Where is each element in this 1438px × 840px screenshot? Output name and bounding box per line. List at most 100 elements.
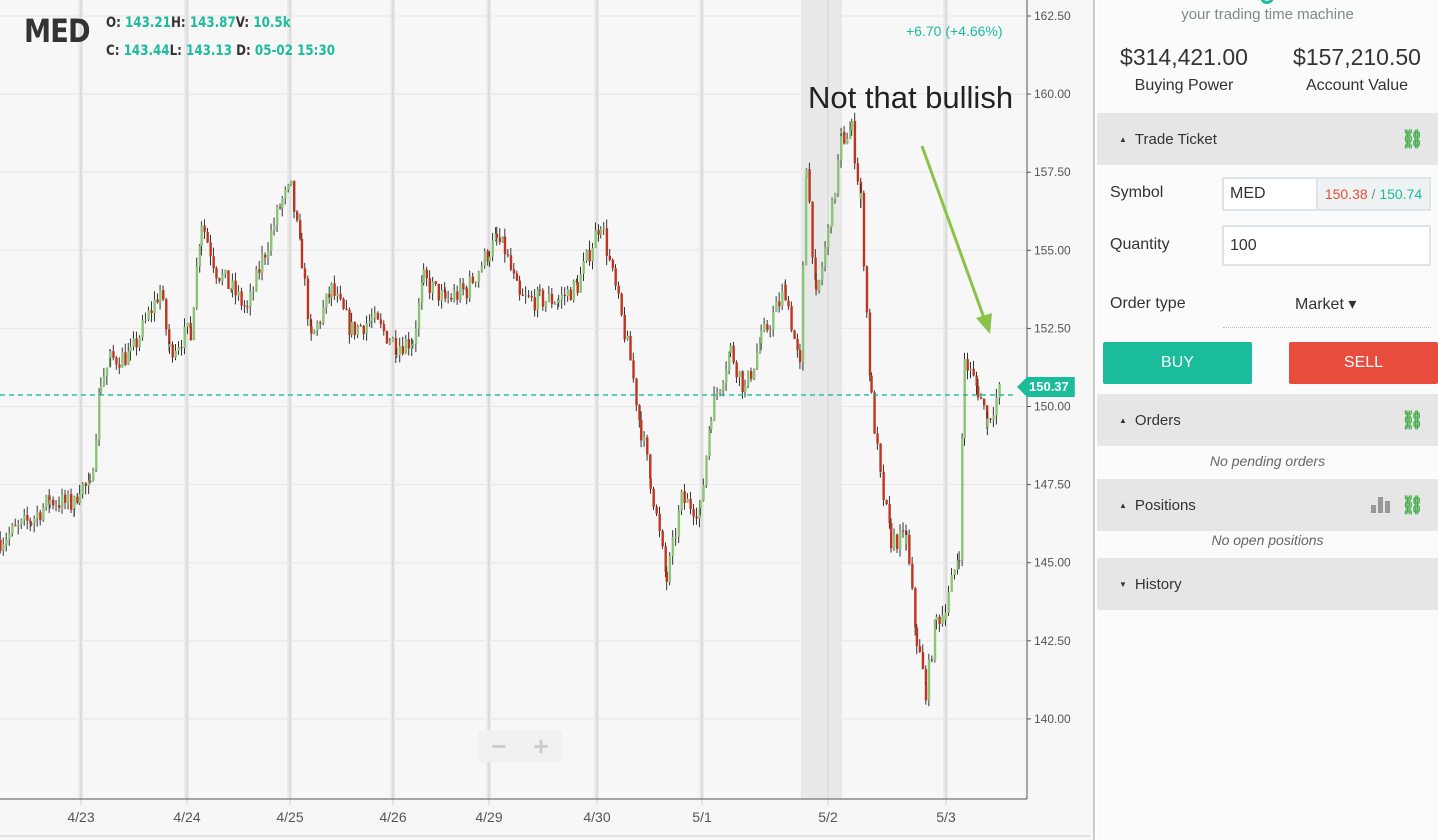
candle-body [876, 433, 879, 444]
candle-body [87, 480, 91, 486]
candle-body [784, 284, 787, 301]
candle-body [58, 505, 61, 508]
candle-body [200, 225, 203, 247]
candle-body [276, 207, 279, 226]
buy-button[interactable]: BUY [1103, 342, 1252, 384]
candle-body [209, 242, 212, 257]
price-chart[interactable]: 162.50 160.00 157.50 155.00 152.50 150.00 147.… [0, 0, 1095, 840]
order-type-select[interactable]: Market ▾ [1295, 296, 1357, 313]
candle-body [933, 620, 937, 661]
candle-body [422, 269, 426, 283]
candle-body [530, 296, 534, 298]
candle-body [710, 420, 713, 430]
candle-body [388, 341, 392, 344]
candle-body [569, 289, 573, 301]
candle-body [109, 351, 112, 358]
candle-body [728, 352, 731, 371]
y-tick-label: 147.50 [1034, 478, 1071, 492]
candle-body [582, 261, 585, 274]
annotation-text[interactable]: Not that bullish [808, 80, 1014, 115]
candle-body [267, 250, 270, 258]
candle-body [99, 385, 103, 393]
candle-body [348, 309, 351, 335]
logo-icon [1260, 0, 1274, 4]
candle-body [486, 251, 490, 262]
candle-body [890, 523, 893, 549]
candle-body [477, 271, 481, 282]
candle-body [206, 231, 209, 243]
candle-body [55, 505, 58, 507]
candle-body [431, 281, 435, 293]
candle-body [830, 225, 833, 228]
candle-body [249, 291, 252, 307]
candle-body [646, 437, 649, 455]
candle-body [821, 266, 824, 281]
candle-body [290, 180, 293, 185]
ohlc-row-1: O: 143.21H: 143.87V: 10.5k [106, 15, 291, 31]
date-label: D: [236, 43, 251, 59]
candle-body [440, 289, 444, 301]
candle-body [98, 392, 101, 440]
candle-body [811, 201, 814, 258]
candles [0, 112, 1001, 707]
candle-body [521, 294, 525, 296]
sell-button[interactable]: SELL [1289, 342, 1438, 384]
candle-body [695, 516, 698, 519]
trade-ticket-header[interactable]: ▲ Trade Ticket ⛓ [1097, 113, 1438, 165]
symbol-input[interactable]: MED [1222, 177, 1318, 211]
candle-body [115, 357, 118, 365]
candle-body [966, 359, 969, 371]
quantity-input[interactable]: 100 [1222, 225, 1431, 266]
candle-body [969, 368, 972, 371]
candle-body [649, 454, 652, 479]
link-icon[interactable]: ⛓ [1401, 128, 1424, 149]
candle-body [450, 297, 453, 300]
candle-body [689, 498, 692, 510]
candle-body [8, 533, 11, 540]
candle-body [698, 508, 701, 519]
candle-body [591, 247, 594, 262]
candle-body [602, 228, 606, 230]
candle-body [124, 352, 127, 365]
tagline: your trading time machine [1181, 6, 1354, 23]
candle-body [410, 345, 414, 349]
candle-body [243, 305, 246, 307]
candle-body [459, 283, 462, 300]
candle-body [533, 297, 537, 311]
candle-body [796, 338, 799, 351]
candle-body [509, 255, 513, 270]
candle-body [287, 184, 290, 190]
zoom-out-button[interactable]: − [491, 730, 507, 761]
candle-body [815, 279, 818, 291]
candle-body [566, 289, 570, 297]
candle-body [553, 303, 557, 305]
candle-body [333, 283, 336, 296]
y-tick-label: 150.00 [1034, 400, 1071, 414]
zoom-in-button[interactable]: + [533, 730, 549, 761]
candle-body [456, 291, 459, 300]
candle-body [417, 302, 421, 329]
candle-body [425, 269, 429, 279]
candle-body [893, 534, 896, 549]
candle-body [515, 273, 519, 281]
candle-body [716, 392, 719, 395]
candle-body [495, 233, 499, 238]
candle-body [808, 169, 811, 202]
candle-body [437, 283, 441, 301]
candle-body [49, 499, 52, 505]
candle-body [918, 646, 922, 652]
candle-body [719, 390, 722, 393]
candle-body [759, 343, 762, 353]
candle-body [518, 280, 522, 295]
candle-body [747, 371, 750, 386]
low-label: L: [169, 43, 182, 59]
chart-canvas[interactable]: 162.50 160.00 157.50 155.00 152.50 150.00 147.… [0, 0, 1095, 840]
candle-body [359, 325, 362, 327]
candle-body [840, 132, 843, 160]
candle-body [503, 236, 507, 255]
candle-body [713, 394, 716, 421]
candle-body [118, 364, 121, 368]
candle-body [995, 397, 998, 416]
high-label: H: [170, 15, 186, 31]
candle-body [944, 612, 947, 620]
